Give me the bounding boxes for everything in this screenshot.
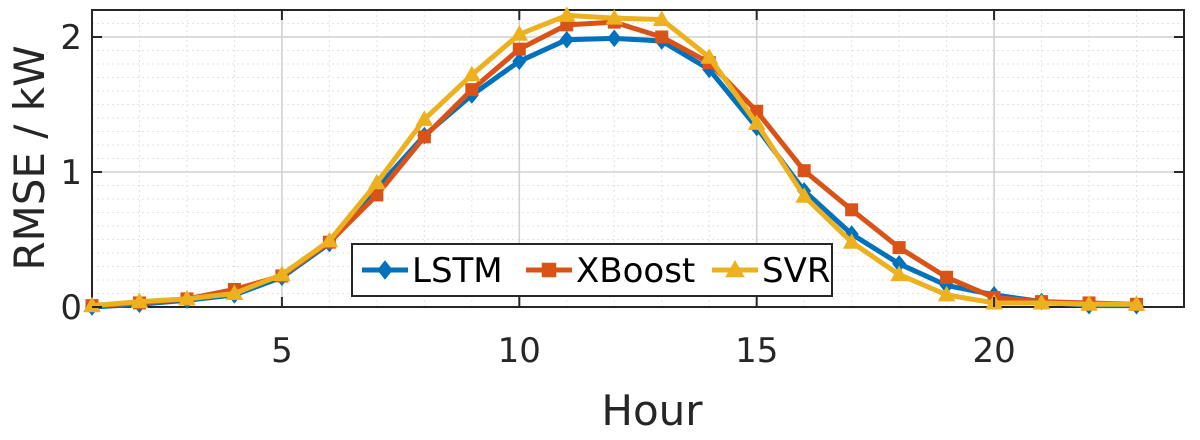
data-point-svr	[1032, 293, 1051, 310]
data-point-svr	[368, 173, 386, 190]
data-point-xboost	[655, 30, 669, 44]
y-axis-title: RMSE / kW	[5, 45, 54, 270]
data-point-svr	[83, 296, 101, 313]
data-point-svr	[1127, 295, 1146, 311]
data-point-svr	[225, 284, 244, 300]
data-point-lstm	[512, 52, 527, 71]
data-point-svr	[605, 9, 624, 25]
x-axis-title: Hour	[601, 386, 703, 435]
x-tick-label: 15	[735, 331, 778, 371]
data-point-svr	[890, 265, 908, 282]
legend: LSTM XBoost SVR	[351, 243, 833, 297]
data-point-svr	[795, 187, 814, 203]
data-point-xboost	[940, 270, 954, 284]
x-tick-label: 20	[972, 331, 1015, 371]
legend-label-xboost: XBoost	[576, 251, 695, 291]
data-point-svr	[652, 10, 671, 26]
y-tick-label: 0	[60, 288, 82, 328]
data-point-svr	[937, 285, 956, 302]
legend-label-svr: SVR	[762, 251, 830, 291]
data-point-svr	[462, 65, 481, 82]
data-point-xboost	[417, 130, 431, 144]
series-svr	[83, 6, 1146, 313]
x-tick-label: 5	[271, 331, 293, 371]
data-point-svr	[842, 233, 861, 249]
legend-marker-svr	[725, 259, 745, 278]
data-point-svr	[178, 289, 196, 306]
data-point-svr	[510, 25, 529, 41]
x-tick-label: 10	[498, 331, 541, 371]
data-point-svr	[415, 110, 434, 126]
data-point-svr	[130, 292, 149, 309]
data-point-svr	[747, 114, 766, 130]
data-point-lstm	[559, 30, 574, 49]
axis-ticks: 5 10 15 20 0 1 2	[60, 10, 1184, 371]
data-point-svr	[557, 6, 576, 22]
legend-marker-xboost	[541, 262, 557, 278]
data-point-svr	[320, 231, 339, 248]
data-point-svr	[700, 48, 719, 64]
data-point-xboost	[465, 83, 479, 97]
legend-label-lstm: LSTM	[412, 251, 503, 291]
legend-marker-lstm	[377, 260, 393, 280]
series-layer	[83, 6, 1146, 316]
plot-area-border	[91, 9, 1185, 308]
data-point-xboost	[845, 203, 859, 217]
data-point-svr	[1080, 295, 1098, 311]
data-point-svr	[273, 265, 291, 282]
y-tick-label: 2	[60, 18, 82, 58]
data-point-xboost	[797, 164, 811, 178]
data-point-xboost	[892, 241, 906, 255]
data-point-xboost	[512, 42, 526, 56]
data-point-lstm	[607, 29, 622, 48]
y-tick-label: 1	[60, 153, 82, 193]
